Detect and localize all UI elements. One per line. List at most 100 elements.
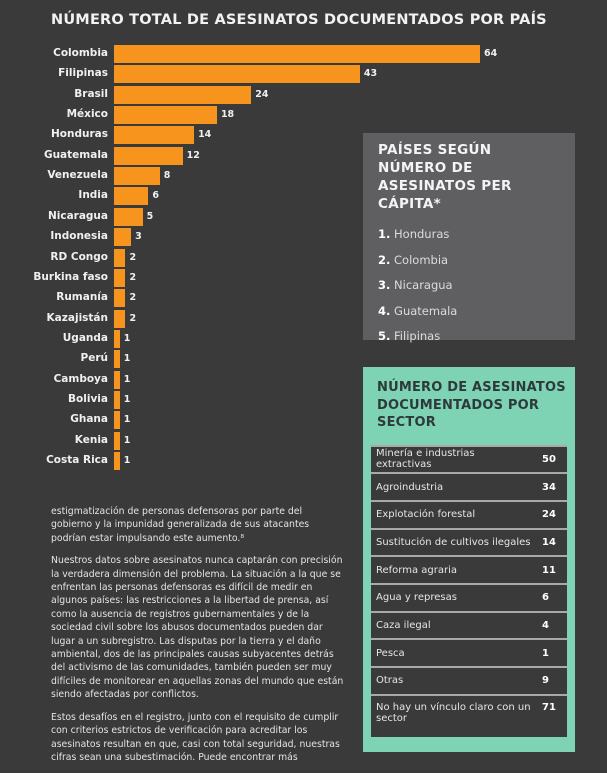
sector-title: NÚMERO DE ASESINATOS DOCUMENTADOS POR SE…: [377, 380, 566, 430]
country: Honduras: [394, 227, 450, 241]
bar-row: Perú 1: [0, 350, 500, 369]
bar-row: Honduras 14: [0, 126, 500, 145]
bar-value-label: 1: [123, 455, 131, 466]
table-row: Pesca 1: [371, 638, 567, 667]
table-row: Sustitución de cultivos ilegales 14: [371, 527, 567, 557]
bar-value-label: 1: [123, 332, 131, 344]
bar: [114, 167, 160, 186]
bar-row: Kenia 1: [0, 431, 500, 451]
rank: 2.: [378, 252, 391, 267]
bar: [114, 187, 149, 206]
sector-label: Explotación forestal: [371, 499, 537, 529]
bar: [114, 65, 360, 84]
bar-value-label: 1: [123, 373, 131, 385]
bar-row: Colombia 64: [0, 45, 500, 64]
bar-value-label: 12: [186, 149, 200, 161]
bar-row: Burkina faso 2: [0, 268, 500, 288]
body-text: estigmatización de personas defensoras p…: [51, 505, 346, 773]
bar-label: Kazajistán: [46, 311, 108, 324]
table-row: Caza ilegal 4: [371, 610, 567, 640]
bar-value-label: 3: [135, 231, 142, 243]
bar-row: Uganda 1: [0, 329, 500, 349]
sector-label: Otras: [371, 666, 537, 695]
country: Nicaragua: [394, 278, 453, 292]
bar-row: Ghana 1: [0, 411, 500, 430]
bar-value-label: 6: [152, 190, 159, 202]
bar-label: Venezuela: [47, 169, 108, 182]
bar-value-label: 2: [129, 251, 137, 263]
bar-row: Rumanía 2: [0, 289, 500, 308]
sector-label: Reforma agraria: [371, 555, 537, 584]
sector-label: Sustitución de cultivos ilegales: [371, 527, 537, 557]
bar: [114, 207, 143, 226]
bar-row: Camboya 1: [0, 370, 500, 390]
bar-label: Filipinas: [58, 67, 108, 80]
sector-label: Minería e industrias extractivas: [371, 444, 537, 474]
bar-value-label: 24: [255, 88, 269, 100]
rank: 4.: [378, 303, 391, 318]
per-capita-item: 4. Guatemala: [378, 304, 560, 330]
paragraph: Estos desafíos en el registro, junto con…: [51, 711, 340, 763]
bar-row: Filipinas 43: [0, 65, 500, 84]
sector-value: 14: [537, 527, 567, 557]
chart-title: NÚMERO TOTAL DE ASESINATOS DOCUMENTADOS …: [51, 12, 547, 28]
bar-value-label: 2: [129, 312, 137, 324]
bar-label: Bolivia: [68, 392, 108, 405]
sector-value: 24: [537, 499, 567, 529]
bar-row: Bolivia 1: [0, 390, 500, 410]
bar-label: Costa Rica: [46, 454, 108, 466]
table-row: Explotación forestal 24: [371, 499, 567, 529]
per-capita-list: 1. Honduras 2. Colombia 3. Nicaragua 4. Gua…: [378, 227, 560, 355]
bar: [114, 411, 120, 430]
bar-value-label: 2: [129, 271, 137, 283]
bar-label: Burkina faso: [33, 270, 108, 283]
sector-value: 34: [537, 472, 567, 501]
table-row: Reforma agraria 11: [371, 555, 567, 584]
bar-label: Uganda: [62, 331, 108, 344]
bar-value-label: 1: [123, 414, 131, 426]
bar-label: Indonesia: [50, 230, 108, 243]
sector-value: 9: [537, 666, 567, 695]
paragraph: estigmatización de personas defensoras p…: [51, 506, 310, 544]
bar-value-label: 8: [163, 170, 171, 182]
bar-label: Kenia: [74, 433, 108, 446]
bar-label: Guatemala: [43, 148, 108, 161]
table-row: Agroindustria 34: [371, 472, 567, 501]
bar-value-label: 64: [484, 48, 498, 59]
bar: [114, 431, 120, 450]
bar-label: México: [66, 108, 108, 121]
bar-label: Nicaragua: [47, 209, 108, 222]
bar: [114, 248, 126, 267]
bar-value-label: 1: [123, 434, 131, 446]
bar-row: India 6: [0, 187, 500, 206]
bar-row: Brasil 24: [0, 85, 500, 105]
bar-label: Colombia: [53, 47, 108, 59]
table-row: No hay un vínculo claro con un sector 71: [371, 693, 567, 737]
bar-row: Guatemala 12: [0, 146, 500, 166]
bar: [114, 228, 132, 247]
bar-row: Venezuela 8: [0, 167, 500, 186]
bar-value-label: 5: [146, 210, 154, 222]
sector-table: Minería e industrias extractivas 50 Agroin…: [371, 444, 567, 737]
paragraph: Nuestros datos sobre asesinatos nunca ca…: [51, 555, 344, 701]
bar-label: India: [78, 189, 108, 202]
per-capita-item: 2. Colombia: [378, 253, 560, 279]
bar: [114, 268, 126, 287]
bar: [114, 85, 252, 104]
bar-row: Indonesia 3: [0, 228, 500, 247]
bar-value-label: 18: [220, 109, 235, 121]
bar-row: Kazajistán 2: [0, 309, 500, 329]
bar-chart: Colombia 64 Filipinas 43 Brasil 24 México 18 Hon…: [0, 45, 500, 475]
country: Colombia: [394, 252, 449, 267]
per-capita-panel: PAÍSES SEGÚN NÚMERO DE ASESINATOS PER CÁ…: [363, 133, 575, 343]
sector-label: No hay un vínculo claro con un sector: [371, 693, 537, 737]
bar: [114, 370, 120, 389]
sector-label: Pesca: [371, 638, 537, 667]
bar: [114, 106, 217, 125]
rank: 1.: [378, 227, 391, 241]
bar: [114, 146, 183, 165]
bar: [114, 329, 120, 348]
bar-value-label: 14: [198, 129, 212, 141]
bar-label: RD Congo: [50, 250, 108, 263]
bar-row: Costa Rica 1: [0, 452, 500, 471]
